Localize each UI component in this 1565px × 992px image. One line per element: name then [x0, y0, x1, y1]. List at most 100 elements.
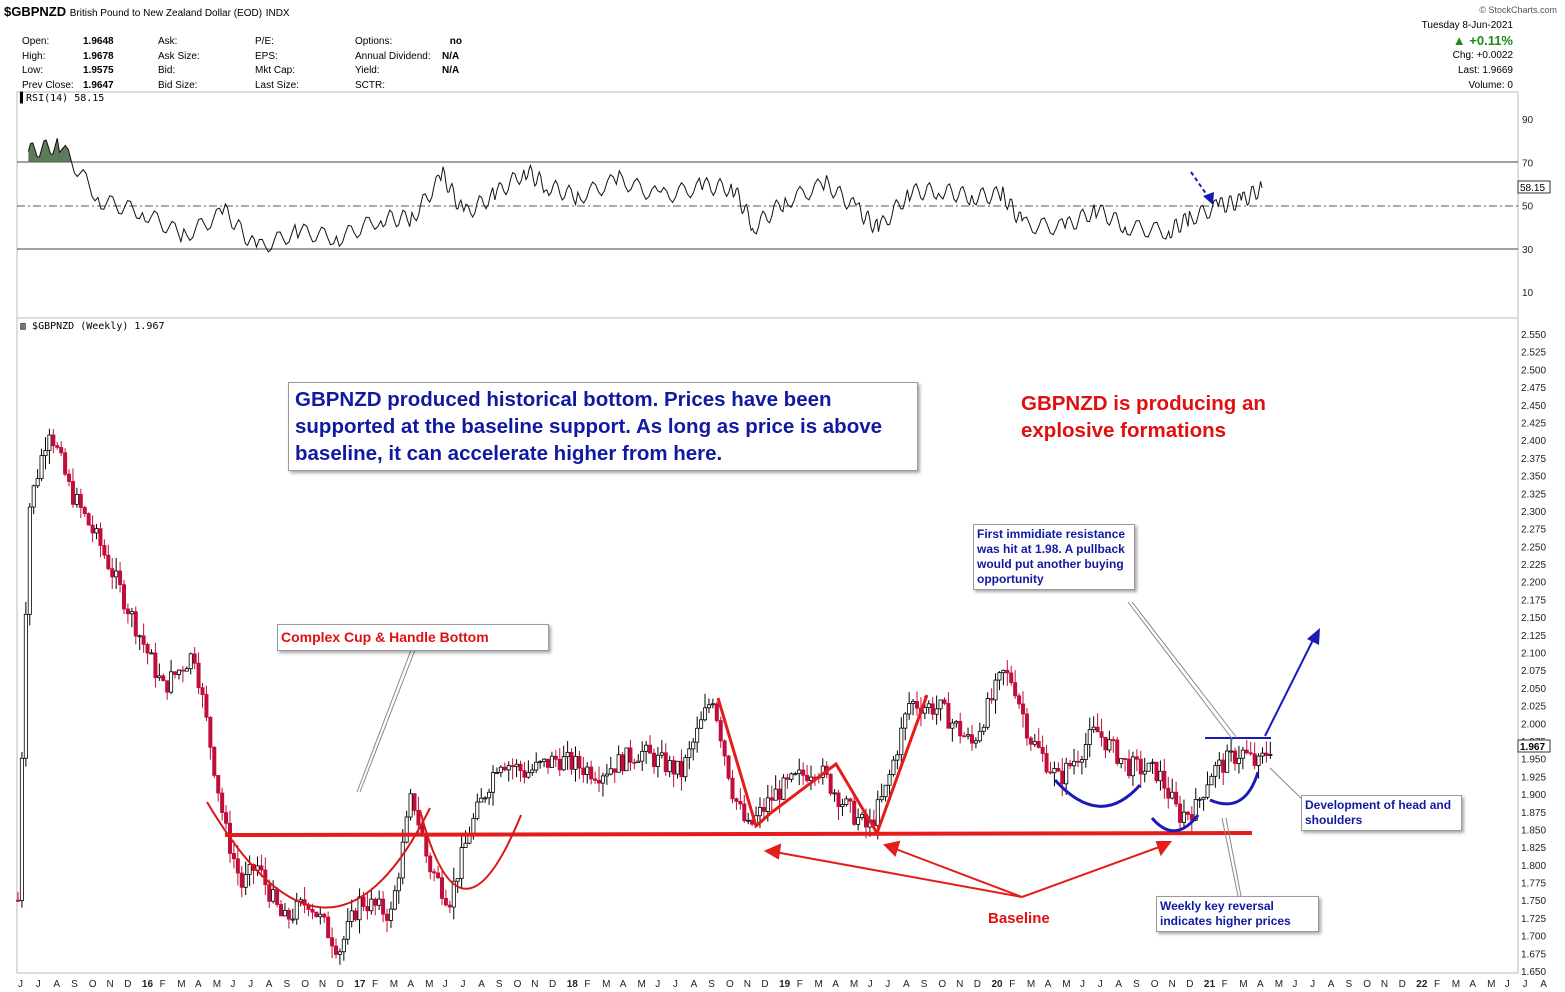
- candle-body: [443, 898, 448, 906]
- candle-body: [510, 765, 515, 768]
- candle-body: [204, 694, 209, 718]
- time-tick-label: J: [673, 979, 678, 990]
- time-tick-label: M: [815, 979, 823, 990]
- candle-body: [655, 754, 660, 767]
- reversal-pointer-2: [1225, 817, 1242, 897]
- stats-col-1: Open: High: Low: Prev Close:: [22, 35, 74, 93]
- candle-body: [1193, 799, 1198, 821]
- candle-body: [416, 810, 421, 826]
- rsi-arrow-head: [1203, 192, 1214, 205]
- time-tick-label: J: [1505, 979, 1510, 990]
- candle-body: [428, 855, 433, 873]
- candle-body: [184, 668, 189, 672]
- candle-body: [793, 773, 798, 776]
- candle-body: [636, 760, 641, 763]
- time-tick-label: J: [461, 979, 466, 990]
- candle-body: [632, 761, 637, 764]
- candle-body: [439, 877, 444, 899]
- candle-body: [805, 774, 810, 781]
- candle-body: [973, 740, 978, 744]
- candle-body: [106, 554, 111, 570]
- last-size-label: Last Size:: [255, 79, 299, 91]
- candle-body: [1056, 767, 1061, 772]
- candle-body: [74, 493, 79, 505]
- candle-body: [494, 772, 499, 774]
- candle-body: [63, 452, 68, 475]
- candle-body: [1072, 760, 1077, 767]
- candle-body: [161, 675, 166, 682]
- time-tick-label: O: [89, 979, 97, 990]
- time-tick-label: F: [160, 979, 166, 990]
- volume: Volume: 0: [1468, 80, 1513, 91]
- candle-body: [483, 797, 488, 800]
- time-tick-label: 20: [992, 979, 1004, 990]
- candle-body: [734, 798, 739, 802]
- breakout-arrow-head: [1307, 628, 1320, 645]
- time-tick-label: A: [1257, 979, 1264, 990]
- candle-body: [1134, 756, 1139, 760]
- baseline-label: Baseline: [988, 910, 1050, 927]
- price-tick-label: 2.550: [1521, 330, 1546, 341]
- time-tick-label: J: [1310, 979, 1315, 990]
- candle-body: [290, 918, 295, 921]
- candle-body: [141, 635, 146, 645]
- candle-body: [962, 735, 967, 738]
- candle-body: [757, 806, 762, 817]
- stats-values-1: 1.9648 1.9678 1.9575 1.9647: [83, 35, 114, 93]
- time-tick-label: O: [514, 979, 522, 990]
- candle-body: [608, 768, 613, 775]
- time-tick-label: A: [1115, 979, 1122, 990]
- candle-body: [1095, 726, 1100, 733]
- price-tick-label: 2.300: [1521, 507, 1546, 518]
- price-tick-label: 1.825: [1521, 843, 1546, 854]
- candle-body: [1040, 746, 1045, 754]
- candle-body: [455, 878, 460, 882]
- exchange: INDX: [265, 8, 290, 19]
- head-arc: [1150, 814, 1200, 833]
- candle-body: [31, 485, 36, 508]
- open-value: 1.9648: [83, 36, 114, 47]
- candle-body: [388, 908, 393, 921]
- time-tick-label: M: [850, 979, 858, 990]
- candle-body: [1248, 752, 1253, 755]
- candle-body: [860, 813, 865, 818]
- candle-body: [695, 727, 700, 743]
- candle-body: [145, 644, 150, 654]
- time-tick-label: M: [602, 979, 610, 990]
- time-tick-label: D: [974, 979, 981, 990]
- candle-body: [502, 766, 507, 771]
- price-tick-label: 2.325: [1521, 489, 1546, 500]
- candle-body: [789, 773, 794, 780]
- candle-body: [35, 478, 40, 487]
- dividend-label: Annual Dividend:: [355, 50, 431, 62]
- time-tick-label: A: [53, 979, 60, 990]
- candle-body: [1119, 758, 1124, 764]
- candle-body: [1233, 750, 1238, 764]
- time-tick-label: S: [1346, 979, 1353, 990]
- candle-body: [577, 755, 582, 769]
- right-shoulder-arc: [1209, 771, 1260, 806]
- candle-body: [404, 816, 409, 843]
- candle-body: [840, 804, 845, 808]
- candle-body: [247, 864, 252, 875]
- candle-body: [125, 608, 130, 615]
- candle-body: [200, 687, 205, 695]
- candle-body: [27, 506, 32, 615]
- price-tick-label: 2.050: [1521, 684, 1546, 695]
- stats-col-3: P/E: EPS: Mkt Cap: Last Size:: [255, 35, 299, 93]
- candle-body: [235, 858, 240, 874]
- candle-body: [903, 713, 908, 729]
- candle-body: [581, 767, 586, 776]
- open-label: Open:: [22, 36, 50, 47]
- candle-body: [78, 493, 83, 508]
- time-tick-label: D: [124, 979, 131, 990]
- rsi-tick-label: 70: [1522, 158, 1534, 169]
- candle-body: [361, 896, 366, 907]
- candle-body: [369, 898, 374, 912]
- price-tick-label: 2.425: [1521, 418, 1546, 429]
- candle-body: [514, 763, 519, 768]
- time-tick-label: N: [956, 979, 963, 990]
- candle-body: [585, 766, 590, 776]
- candle-body: [47, 434, 52, 451]
- candle-body: [1001, 669, 1006, 674]
